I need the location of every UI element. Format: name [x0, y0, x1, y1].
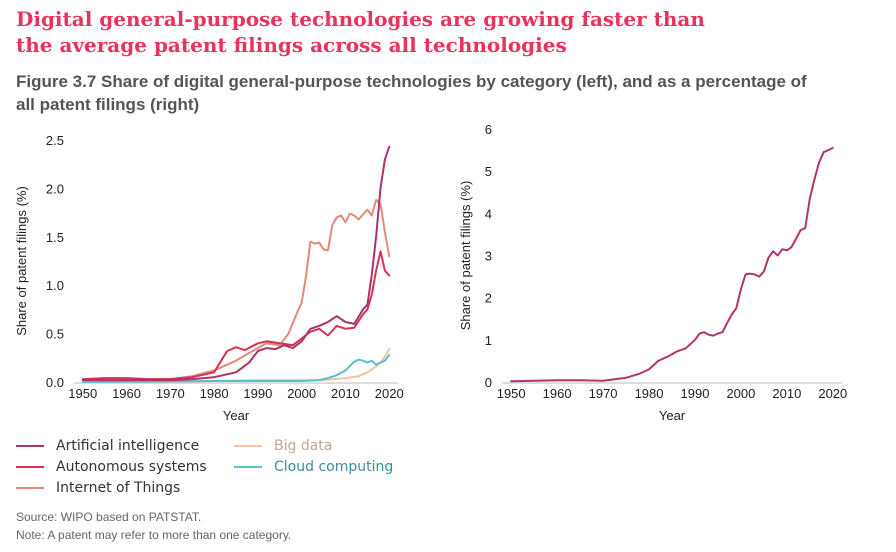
- left-chart-series-line-artificial-intelligence: [81, 145, 391, 382]
- left-chart-x-tick-label: 2020: [375, 386, 404, 401]
- right-chart-y-tick-label: 5: [485, 164, 492, 179]
- legend-item-ai: Artificial intelligence: [16, 436, 199, 456]
- right-chart-x-tick-label: 1970: [589, 386, 618, 401]
- legend-label-autonomous: Autonomous systems: [56, 459, 207, 475]
- left-chart-x-tick-label: 1960: [112, 386, 141, 401]
- right-chart-x-tick-label: 2000: [726, 386, 755, 401]
- headline-line-1: Digital general-purpose technologies are…: [16, 7, 705, 31]
- right-chart-x-axis-label: Year: [659, 408, 686, 423]
- legend-item-iot: Internet of Things: [16, 478, 180, 498]
- right-chart-x-tick-label: 1950: [497, 386, 526, 401]
- headline: Digital general-purpose technologies are…: [16, 6, 876, 58]
- legend-label-bigdata: Big data: [274, 438, 333, 454]
- legend-swatch-bigdata: [234, 445, 262, 447]
- left-chart-x-tick-label: 2010: [331, 386, 360, 401]
- right-chart-y-tick-label: 0: [485, 375, 492, 390]
- left-chart-y-tick-label: 0.5: [46, 327, 64, 342]
- legend-swatch-ai: [16, 445, 44, 447]
- left-chart-y-tick-label: 2.0: [46, 181, 64, 196]
- left-chart-series-line-autonomous-systems: [81, 250, 391, 381]
- right-chart-series-line-total: [510, 147, 834, 383]
- legend-item-bigdata: Big data: [234, 436, 332, 456]
- figure-title-line-2: all patent filings (right): [16, 95, 200, 114]
- left-chart-x-tick-label: 1980: [200, 386, 229, 401]
- right-chart-y-tick-label: 6: [485, 122, 492, 137]
- right-chart-y-tick-label: 1: [485, 333, 492, 348]
- right-chart-x-tick-label: 1980: [635, 386, 664, 401]
- left-chart-series-line-cloud-computing: [81, 353, 391, 383]
- legend-item-autonomous: Autonomous systems: [16, 457, 207, 477]
- legend-label-cloud: Cloud computing: [274, 459, 394, 475]
- footnote: Note: A patent may refer to more than on…: [16, 528, 292, 542]
- left-chart-series-line-internet-of-things: [81, 199, 391, 382]
- left-chart-y-axis-label: Share of patent filings (%): [14, 186, 29, 336]
- left-chart-y-tick-label: 1.5: [46, 230, 64, 245]
- source-note: Source: WIPO based on PATSTAT.: [16, 510, 202, 524]
- figure-footer: Source: WIPO based on PATSTAT. Note: A p…: [16, 508, 291, 544]
- right-chart-x-tick-label: 2020: [818, 386, 847, 401]
- figure-title: Figure 3.7 Share of digital general-purp…: [16, 70, 886, 116]
- legend-label-iot: Internet of Things: [56, 480, 181, 496]
- legend-swatch-cloud: [234, 466, 262, 468]
- left-chart-y-tick-label: 2.5: [46, 133, 64, 148]
- legend-label-ai: Artificial intelligence: [56, 438, 200, 454]
- legend-swatch-iot: [16, 487, 44, 489]
- headline-line-2: the average patent filings across all te…: [16, 33, 567, 57]
- right-chart-x-tick-label: 1960: [543, 386, 572, 401]
- chart-legend: Artificial intelligence Autonomous syste…: [16, 436, 436, 500]
- right-chart-y-tick-label: 3: [485, 249, 492, 264]
- right-chart-y-tick-label: 2: [485, 291, 492, 306]
- right-chart-y-axis-label: Share of patent filings (%): [458, 181, 473, 331]
- right-chart-x-tick-label: 1990: [681, 386, 710, 401]
- right-chart-y-tick-label: 4: [485, 206, 492, 221]
- left-chart-x-tick-label: 2000: [287, 386, 316, 401]
- left-chart-x-tick-label: 1970: [156, 386, 185, 401]
- legend-item-cloud: Cloud computing: [234, 457, 393, 477]
- left-chart-y-tick-label: 1.0: [46, 278, 64, 293]
- left-chart-x-tick-label: 1950: [68, 386, 97, 401]
- left-chart-y-tick-label: 0.0: [46, 375, 64, 390]
- left-chart-x-tick-label: 1990: [243, 386, 272, 401]
- legend-swatch-autonomous: [16, 466, 44, 468]
- figure-title-line-1: Figure 3.7 Share of digital general-purp…: [16, 72, 807, 91]
- right-chart-x-tick-label: 2010: [772, 386, 801, 401]
- left-chart-x-axis-label: Year: [223, 408, 250, 423]
